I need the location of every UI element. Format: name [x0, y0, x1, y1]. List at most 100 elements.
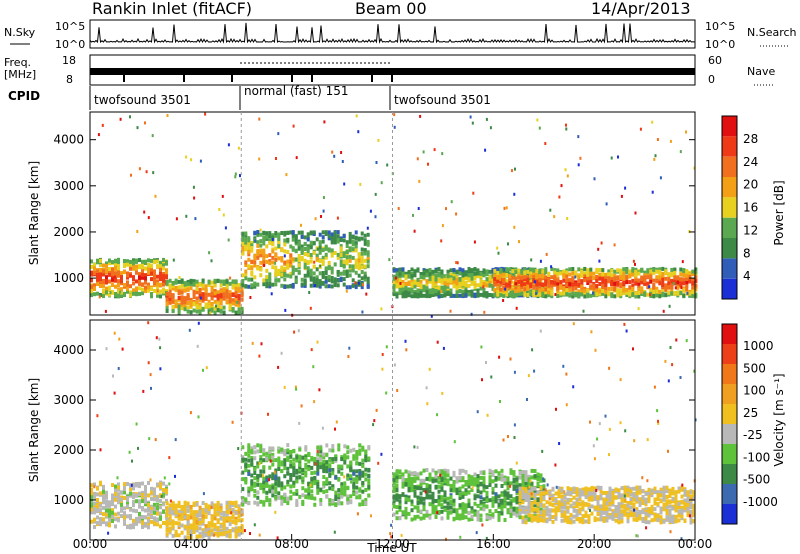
power-cell-133 [117, 279, 120, 284]
velocity-cell-1123 [325, 477, 329, 482]
velocity-cell-227 [138, 504, 141, 509]
power-cell-2189 [523, 267, 527, 272]
power-cell-525 [198, 287, 202, 292]
power-speckle-20 [472, 191, 475, 195]
velocity-cell-635 [222, 513, 226, 518]
velocity-cell-1495 [425, 476, 429, 481]
velocity-cell-1559 [440, 498, 444, 503]
velocity-cell-963 [289, 449, 293, 454]
power-cell-857 [268, 276, 272, 281]
velocity-cell-907 [277, 478, 281, 482]
power-cell-1776 [485, 272, 489, 277]
velocity-cell-711 [237, 514, 241, 519]
velocity-cell-1288 [361, 458, 365, 463]
velocity-cell-1492 [425, 510, 429, 514]
power-cell-488 [189, 286, 193, 291]
velocity-cell-1328 [367, 485, 371, 490]
velocity-cell-402 [171, 506, 175, 511]
power-cell-364 [165, 294, 169, 299]
power-cell-1340 [392, 284, 396, 289]
power-cell-2799 [652, 284, 656, 289]
power-cell-2441 [577, 289, 581, 294]
velocity-cell-319 [156, 511, 159, 516]
power-cell-1006 [297, 263, 301, 268]
power-cell-41 [96, 273, 99, 277]
velocity-cell-445 [180, 505, 184, 509]
power-cell-1758 [482, 269, 486, 274]
power-cell-64 [102, 283, 105, 288]
power-cell-953 [289, 244, 293, 249]
velocity-cell-102 [111, 508, 114, 513]
velocity-cell-208 [132, 525, 135, 530]
power-cell-2291 [544, 278, 548, 283]
velocity-cell-1507 [428, 515, 432, 520]
power-cell-2991 [694, 294, 698, 299]
power-speckle-120 [653, 157, 656, 161]
power-cell-1365 [398, 272, 402, 277]
power-cell-94 [108, 258, 111, 263]
power-cell-848 [265, 275, 269, 279]
power-speckle-41 [229, 276, 232, 280]
velocity-cell-863 [268, 474, 272, 479]
velocity-cell-1187 [337, 493, 341, 498]
power-speckle-98 [496, 246, 499, 250]
power-cell-796 [253, 256, 257, 261]
power-cell-34 [96, 282, 99, 286]
power-speckle-1 [544, 142, 547, 145]
power-cell-2623 [616, 292, 620, 297]
velocity-cell-559 [204, 524, 208, 529]
power-cell-1170 [333, 240, 337, 245]
power-cell-1227 [345, 250, 349, 254]
power-speckle-205 [314, 217, 317, 221]
power-cell-1509 [428, 277, 432, 282]
velocity-cell-1404 [407, 485, 411, 490]
power-cell-866 [268, 282, 272, 287]
power-cell-1055 [309, 253, 313, 257]
velocity-cell-710 [237, 532, 241, 537]
power-speckle-121 [136, 230, 139, 233]
power-cell-1202 [339, 253, 343, 257]
power-cell-2978 [691, 269, 695, 274]
power-cell-442 [180, 295, 184, 300]
power-speckle-171 [333, 154, 336, 158]
velocity-cell-479 [189, 508, 193, 513]
power-cell-959 [289, 274, 293, 279]
power-cell-2627 [616, 268, 620, 273]
power-cell-907 [277, 272, 281, 276]
power-ytick-label-0: 1000 [53, 271, 84, 285]
power-speckle-102 [190, 158, 193, 162]
power-cell-1706 [470, 291, 474, 296]
power-cell-1243 [348, 246, 352, 251]
power-cell-1298 [360, 231, 364, 236]
power-cell-417 [174, 302, 178, 307]
power-speckle-185 [505, 206, 508, 210]
velocity-cell-280 [150, 519, 153, 524]
velocity-cell-1619 [452, 480, 456, 485]
power-cell-2290 [544, 282, 548, 287]
power-cell-911 [280, 269, 284, 274]
power-cell-2087 [502, 290, 506, 295]
power-cell-2429 [574, 292, 578, 297]
velocity-cell-288 [150, 490, 153, 495]
power-cell-1036 [306, 266, 310, 271]
velocity-cell-1089 [316, 471, 320, 476]
power-cell-1793 [491, 272, 495, 277]
velocity-cell-1578 [443, 479, 447, 484]
power-cell-954 [289, 271, 293, 276]
velocity-cell-322 [159, 498, 162, 503]
velocity-cell-1682 [467, 511, 471, 515]
velocity-cell-859 [268, 502, 272, 507]
velocity-cell-487 [189, 504, 193, 509]
velocity-cell-607 [216, 504, 220, 509]
power-cell-1166 [333, 251, 337, 255]
velocity-cell-1117 [322, 475, 326, 479]
nsky-label: N.Sky [4, 26, 36, 39]
velocity-cell-572 [207, 511, 211, 516]
power-cell-942 [286, 250, 290, 254]
power-cell-1159 [330, 240, 334, 245]
power-cell-2302 [547, 281, 551, 286]
velocity-cell-1518 [431, 510, 435, 515]
velocity-cell-880 [271, 455, 275, 460]
power-cell-761 [247, 236, 251, 241]
power-cell-670 [228, 299, 232, 304]
